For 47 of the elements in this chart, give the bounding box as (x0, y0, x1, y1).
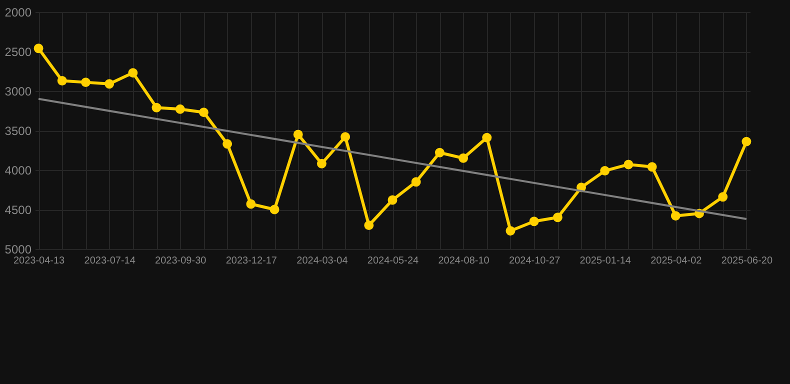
x-tick-label: 2025-04-02 (650, 256, 702, 266)
point (670, 211, 680, 221)
point (128, 68, 138, 78)
point (718, 192, 728, 202)
point (270, 204, 280, 214)
point (175, 104, 185, 114)
point (434, 148, 444, 158)
point (506, 226, 516, 236)
point (222, 139, 232, 149)
point (340, 132, 350, 142)
x-tick-label: 2024-10-27 (509, 256, 561, 266)
x-tick-label: 2023-12-17 (226, 256, 278, 266)
point (57, 76, 67, 86)
point (246, 199, 256, 209)
x-tick-label: 2025-06-20 (721, 256, 773, 266)
y-tick-label: 3500 (4, 124, 32, 138)
point (152, 102, 162, 112)
x-tick-label: 2024-05-24 (367, 256, 420, 266)
y-tick-label: 4500 (4, 203, 32, 217)
point (742, 136, 752, 146)
point (552, 212, 562, 222)
point (104, 79, 114, 89)
point (411, 177, 421, 187)
point (34, 44, 44, 54)
y-tick-label: 4000 (4, 164, 32, 178)
point (482, 132, 492, 142)
x-tick-label: 2024-08-10 (438, 256, 490, 266)
point (529, 216, 539, 226)
point (293, 130, 303, 140)
point (364, 220, 374, 230)
y-tick-label: 2000 (4, 6, 32, 20)
point (600, 166, 610, 176)
point (198, 108, 208, 118)
x-tick-label: 2024-03-04 (296, 256, 348, 266)
point (80, 78, 90, 88)
point (316, 158, 326, 168)
y-tick-label: 3000 (4, 84, 32, 98)
point (647, 162, 657, 172)
y-tick-label: 2500 (4, 45, 32, 59)
x-tick-label: 2025-01-14 (580, 256, 632, 266)
x-tick-label: 2023-07-14 (84, 256, 136, 266)
y-tick-label: 5000 (4, 242, 32, 256)
x-tick-label: 2023-04-13 (13, 256, 66, 266)
point (624, 160, 634, 170)
point (458, 153, 468, 163)
point (388, 195, 398, 205)
x-tick-label: 2023-09-30 (155, 256, 207, 266)
